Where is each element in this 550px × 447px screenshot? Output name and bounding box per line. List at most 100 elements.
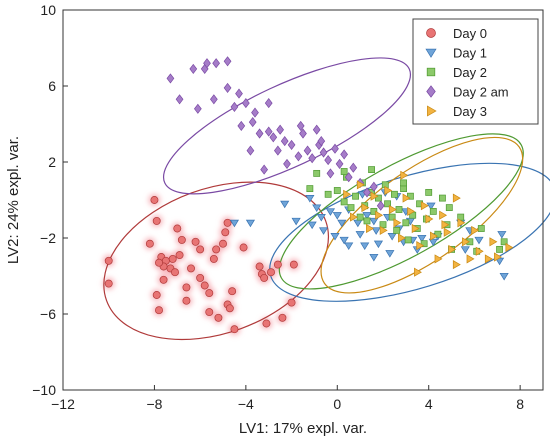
data-point <box>214 313 223 322</box>
data-point <box>303 145 312 156</box>
series-day-3 <box>343 170 514 277</box>
data-point <box>168 254 177 263</box>
series-day-2-am <box>166 56 385 211</box>
data-point <box>223 218 232 227</box>
data-point <box>209 254 218 263</box>
data-point <box>196 245 205 254</box>
data-point <box>494 252 502 262</box>
data-point <box>221 228 230 237</box>
data-point <box>287 298 296 307</box>
legend-label: Day 3 <box>453 104 487 119</box>
legend-label: Day 2 <box>453 65 487 80</box>
data-point <box>333 187 341 194</box>
y-tick-label: 10 <box>40 2 56 18</box>
data-point <box>388 213 396 221</box>
data-point <box>340 198 348 206</box>
data-point <box>324 190 332 198</box>
data-point <box>462 237 470 247</box>
data-point <box>200 281 209 290</box>
data-point <box>330 233 340 241</box>
data-point <box>337 219 347 228</box>
data-point <box>230 325 239 334</box>
data-point <box>209 94 218 105</box>
data-point <box>273 260 282 269</box>
data-point <box>370 191 379 201</box>
data-point <box>439 194 446 202</box>
data-point <box>267 268 275 277</box>
data-point <box>152 216 161 225</box>
data-point <box>155 306 163 315</box>
data-point <box>189 63 198 74</box>
data-point <box>340 149 349 160</box>
data-point <box>260 273 269 282</box>
data-point <box>175 251 184 260</box>
data-point <box>335 158 344 169</box>
data-point <box>414 267 422 277</box>
data-point <box>196 273 205 282</box>
data-point <box>407 206 416 216</box>
data-point <box>239 243 248 252</box>
data-point <box>280 200 290 209</box>
data-point <box>407 192 414 200</box>
data-point <box>400 179 407 187</box>
data-point <box>384 200 391 208</box>
data-point <box>289 260 298 269</box>
data-point <box>411 223 420 234</box>
x-tick-label: 0 <box>333 396 341 412</box>
y-tick-label: 2 <box>48 154 56 170</box>
data-point <box>269 132 278 143</box>
data-point <box>225 304 234 313</box>
data-point <box>434 230 442 238</box>
data-point <box>326 168 335 179</box>
data-point <box>229 219 240 228</box>
data-point <box>402 193 411 203</box>
data-point <box>398 233 406 243</box>
data-point <box>182 296 191 305</box>
data-point <box>356 180 365 190</box>
data-point <box>434 254 443 264</box>
data-point <box>273 145 282 156</box>
data-point <box>228 287 237 296</box>
plot-frame <box>62 9 544 391</box>
data-point <box>391 190 398 198</box>
data-point <box>388 204 397 215</box>
confidence-ellipse <box>320 136 524 294</box>
data-point <box>460 246 470 254</box>
data-point <box>313 169 321 177</box>
data-point <box>152 291 161 299</box>
data-point <box>203 58 211 69</box>
data-point <box>439 210 448 220</box>
data-point <box>387 233 397 241</box>
data-point <box>441 220 450 230</box>
data-point <box>159 275 168 284</box>
data-point <box>452 260 461 270</box>
data-point <box>497 231 507 239</box>
point-layer <box>104 56 514 334</box>
data-point <box>299 128 307 139</box>
data-point <box>355 231 365 239</box>
data-point <box>260 164 269 175</box>
data-point <box>264 126 273 137</box>
data-point <box>369 217 379 226</box>
data-point <box>363 217 371 225</box>
y-tick-label: −10 <box>32 382 56 398</box>
data-point <box>182 283 191 292</box>
data-point <box>205 289 214 298</box>
data-point <box>255 262 264 271</box>
data-point <box>193 103 202 114</box>
data-point <box>475 246 484 256</box>
data-point <box>352 192 359 200</box>
legend-marker <box>427 105 437 117</box>
data-point <box>340 168 348 175</box>
data-point <box>370 207 378 215</box>
y-axis-label: LV2: 24% expl. var. <box>5 136 22 264</box>
data-point <box>369 253 379 262</box>
x-tick-label: −12 <box>51 396 75 412</box>
data-point <box>150 196 159 204</box>
data-point <box>363 187 371 198</box>
data-point <box>384 185 393 196</box>
data-point <box>466 254 475 264</box>
data-point <box>499 272 509 281</box>
